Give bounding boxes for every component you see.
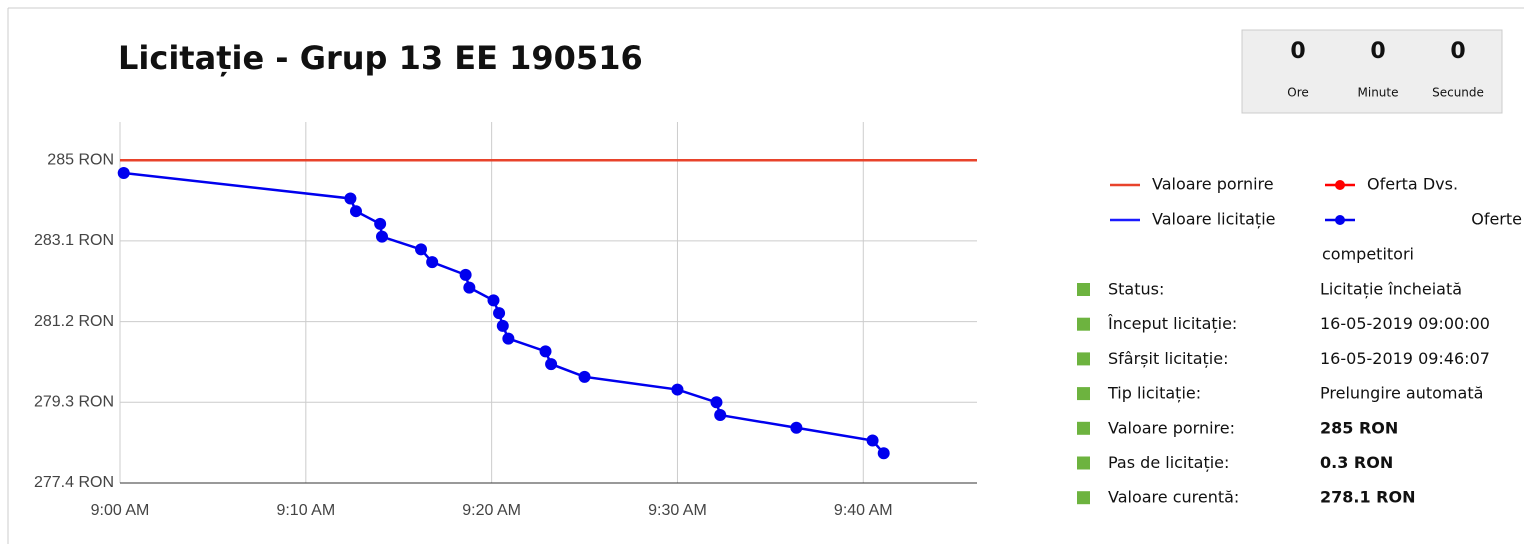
legend-label: Oferte	[1471, 210, 1522, 229]
point	[487, 294, 500, 307]
status-square	[1077, 456, 1090, 470]
info-value: 16-05-2019 09:00:00	[1320, 314, 1490, 333]
countdown-unit: Ore	[1287, 86, 1309, 100]
point	[415, 243, 428, 256]
info-value: 16-05-2019 09:46:07	[1320, 349, 1490, 368]
info-value: Prelungire automată	[1320, 384, 1483, 403]
point	[463, 281, 476, 294]
info-label: Pas de licitație:	[1108, 453, 1229, 472]
info-value: 0.3 RON	[1320, 453, 1393, 472]
x-tick-label: 9:30 AM	[648, 502, 707, 519]
info-label: Început licitație:	[1107, 314, 1237, 333]
y-tick-label: 281.2 RON	[34, 313, 114, 330]
legend-label: Oferta Dvs.	[1367, 175, 1458, 194]
countdown-value: 0	[1450, 39, 1465, 64]
legend-label: competitori	[1322, 245, 1414, 264]
point	[710, 396, 723, 409]
title: Licitație - Grup 13 EE 190516	[118, 39, 643, 77]
point	[493, 307, 506, 320]
info-value: 285 RON	[1320, 418, 1398, 437]
x-tick-label: 9:10 AM	[276, 502, 335, 519]
countdown-value: 0	[1370, 39, 1385, 64]
point	[502, 332, 515, 345]
legend-label: Valoare pornire	[1152, 175, 1274, 194]
info-label: Valoare pornire:	[1108, 418, 1235, 437]
point	[344, 192, 357, 205]
y-tick-label: 285 RON	[47, 151, 114, 168]
status-square	[1077, 421, 1090, 435]
point	[376, 230, 389, 243]
point	[459, 268, 472, 281]
countdown-unit: Minute	[1358, 86, 1399, 100]
point	[496, 319, 509, 332]
point	[349, 205, 362, 218]
series-line	[123, 171, 885, 455]
legend-marker	[1335, 215, 1345, 225]
point	[374, 217, 387, 230]
point	[426, 256, 439, 269]
point	[117, 166, 130, 179]
info-value: Licitație încheiată	[1320, 280, 1462, 299]
countdown-value: 0	[1290, 39, 1305, 64]
status-square	[1077, 317, 1090, 331]
point	[790, 421, 803, 434]
point	[714, 409, 727, 422]
y-tick-label: 279.3 RON	[34, 394, 114, 411]
info-label: Valoare curentă:	[1108, 488, 1239, 507]
point	[671, 383, 684, 396]
x-tick-label: 9:20 AM	[462, 502, 521, 519]
status-square	[1077, 491, 1090, 505]
countdown-unit: Secunde	[1432, 86, 1484, 100]
status-square	[1077, 352, 1090, 366]
info-label: Status:	[1108, 280, 1164, 299]
point	[578, 370, 591, 383]
info-label: Tip licitație:	[1107, 384, 1201, 403]
info-label: Sfârșit licitație:	[1108, 349, 1228, 368]
y-tick-label: 283.1 RON	[34, 232, 114, 249]
point	[866, 434, 879, 447]
legend-label: Valoare licitație	[1152, 210, 1275, 229]
info-value: 278.1 RON	[1320, 488, 1416, 507]
point	[539, 345, 552, 358]
status-square	[1077, 387, 1090, 401]
legend-marker	[1335, 180, 1345, 190]
y-tick-label: 277.4 RON	[34, 474, 114, 491]
status-square	[1077, 283, 1090, 296]
point	[877, 447, 890, 460]
x-tick-label: 9:00 AM	[91, 502, 150, 519]
countdown-box	[1241, 29, 1503, 114]
point	[545, 358, 558, 371]
x-tick-label: 9:40 AM	[834, 502, 893, 519]
